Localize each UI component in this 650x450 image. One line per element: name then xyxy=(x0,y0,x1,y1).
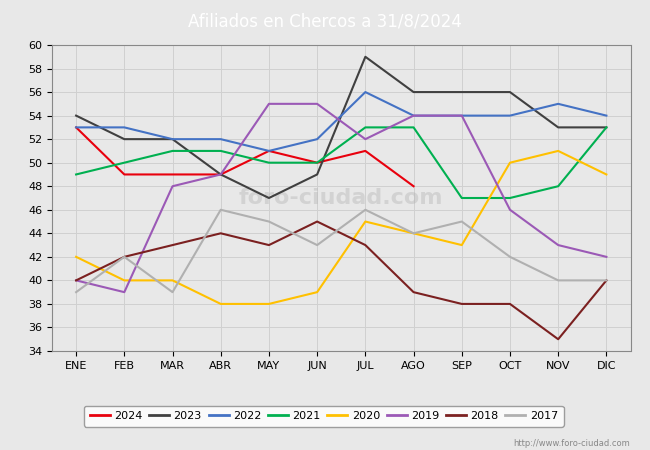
Text: Afiliados en Chercos a 31/8/2024: Afiliados en Chercos a 31/8/2024 xyxy=(188,12,462,31)
Legend: 2024, 2023, 2022, 2021, 2020, 2019, 2018, 2017: 2024, 2023, 2022, 2021, 2020, 2019, 2018… xyxy=(84,405,564,427)
Text: foro-ciudad.com: foro-ciudad.com xyxy=(239,188,443,208)
Text: http://www.foro-ciudad.com: http://www.foro-ciudad.com xyxy=(514,439,630,448)
